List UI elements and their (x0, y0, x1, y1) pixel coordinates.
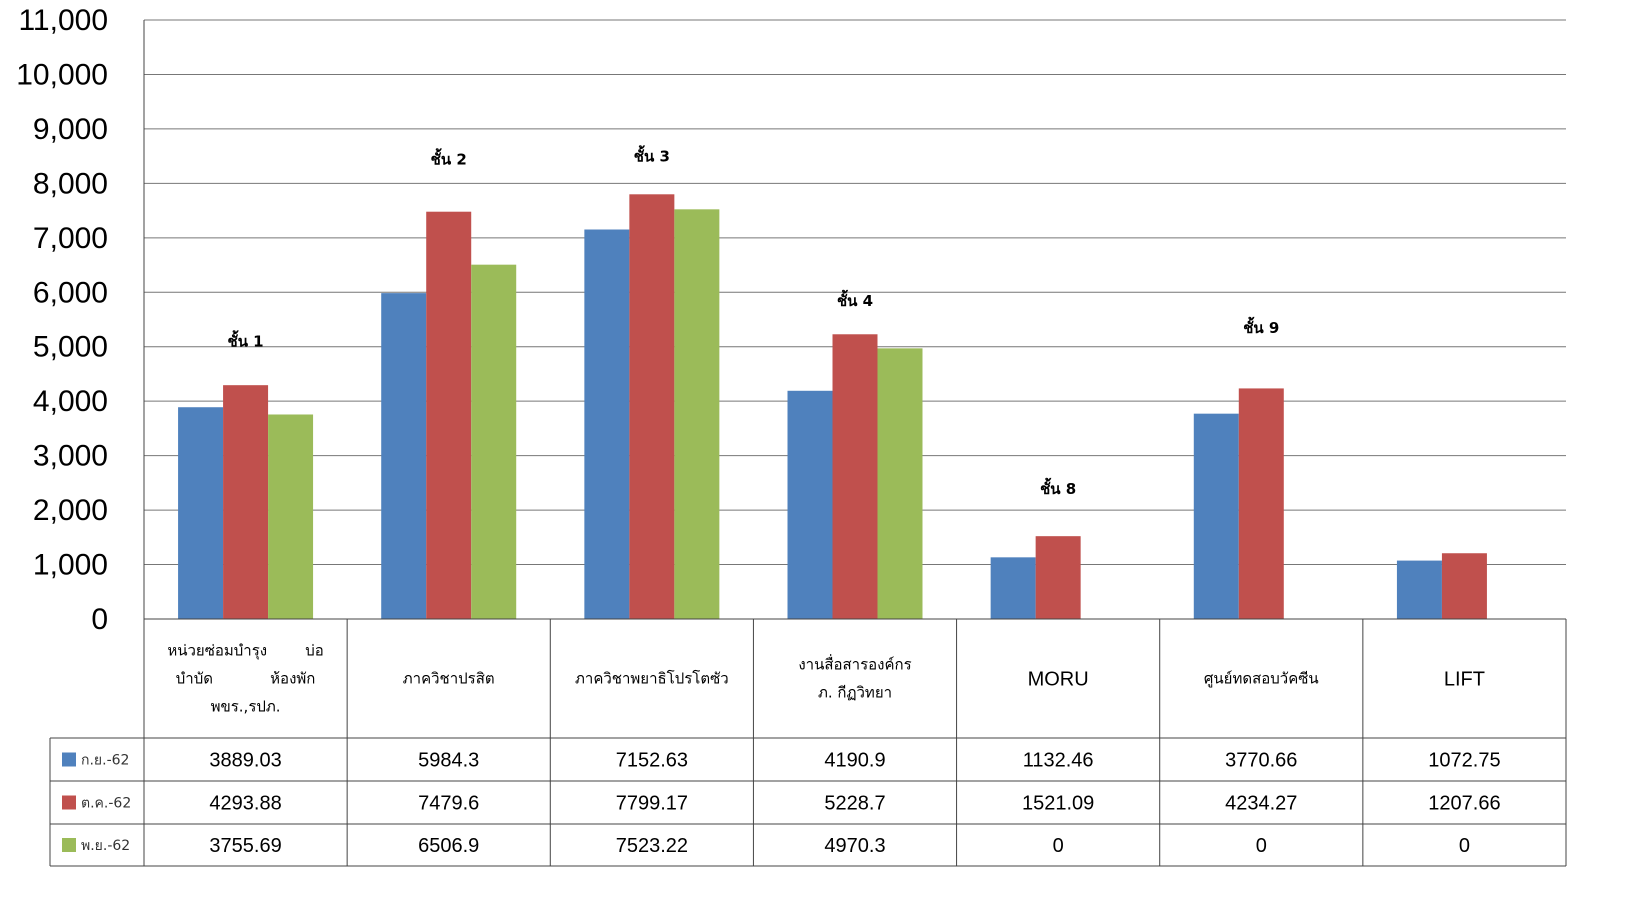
bar (223, 385, 269, 619)
bar (629, 194, 675, 619)
bar (426, 211, 472, 619)
legend-swatch (62, 752, 76, 767)
y-tick-label: 9,000 (33, 113, 108, 146)
y-tick-label: 2,000 (33, 494, 108, 527)
y-tick-label: 7,000 (33, 222, 108, 255)
data-cell: 1207.66 (1428, 793, 1500, 815)
data-cell: 7523.22 (616, 835, 688, 857)
y-tick-label: 0 (91, 603, 108, 636)
floor-label: ชั้น 8 (1040, 477, 1076, 498)
data-cell: 5984.3 (418, 750, 479, 772)
category-label: ภาควิชาพยาธิโปรโตซัว (575, 670, 729, 688)
data-cell: 4234.27 (1225, 793, 1297, 815)
data-cell: 7152.63 (616, 750, 688, 772)
data-cell: 3755.69 (209, 835, 281, 857)
legend-swatch (62, 795, 76, 810)
y-axis-ticks: 0 1,000 2,000 3,000 4,000 5,000 6,000 7,000 8,00… (16, 4, 108, 636)
data-cell: 7799.17 (616, 793, 688, 815)
bar (674, 209, 720, 619)
data-cell: 1521.09 (1022, 793, 1094, 815)
data-cell: 3889.03 (209, 750, 281, 772)
floor-label: ชั้น 9 (1243, 316, 1279, 337)
data-cell: 3770.66 (1225, 750, 1297, 772)
category-label: MORU (1028, 669, 1089, 691)
data-cell: 4970.3 (824, 835, 885, 857)
bars (178, 194, 1487, 620)
data-cell: 4293.88 (209, 793, 281, 815)
bar (178, 407, 224, 619)
data-cell: 0 (1053, 835, 1064, 857)
bar (268, 414, 314, 619)
bar (787, 390, 833, 619)
bar (1441, 553, 1487, 619)
data-cell: 1072.75 (1428, 750, 1500, 772)
floor-label: ชั้น 2 (431, 147, 467, 168)
floor-label: ชั้น 1 (228, 330, 264, 351)
category-label: บำบัด ห้องพัก (176, 670, 316, 688)
category-label: ศูนย์ทดสอบวัคซีน (1204, 670, 1319, 688)
legend-swatch (62, 838, 76, 852)
bar (1035, 536, 1081, 619)
bar (1396, 560, 1442, 619)
data-cell: 0 (1459, 835, 1470, 857)
bar (381, 293, 427, 619)
data-cell: 5228.7 (824, 793, 885, 815)
category-label: ภ. กีฏวิทยา (818, 684, 892, 702)
y-tick-label: 8,000 (33, 167, 108, 200)
bar (1238, 388, 1284, 619)
y-tick-label: 6,000 (33, 276, 108, 309)
data-cell: 4190.9 (824, 750, 885, 772)
y-tick-label: 5,000 (33, 331, 108, 364)
category-label: หน่วยซ่อมบำรุง บ่อ (167, 642, 323, 661)
category-label: LIFT (1444, 669, 1485, 691)
bar (471, 264, 517, 619)
legend-label: ต.ค.-62 (81, 796, 131, 812)
legend-label: ก.ย.-62 (81, 753, 129, 769)
category-label: งานสื่อสารองค์กร (798, 654, 911, 674)
y-tick-label: 10,000 (16, 58, 108, 91)
legend-label: พ.ย.-62 (81, 838, 130, 854)
y-tick-label: 1,000 (33, 549, 108, 582)
data-cell: 1132.46 (1023, 750, 1094, 772)
y-tick-label: 3,000 (33, 440, 108, 473)
data-cell: 0 (1256, 835, 1267, 857)
bar (990, 557, 1036, 619)
bar (584, 229, 630, 620)
floor-label: ชั้น 3 (634, 145, 670, 166)
data-cell: 6506.9 (418, 835, 479, 857)
category-label: พขร.,รปภ. (211, 698, 281, 716)
data-cell: 7479.6 (418, 793, 479, 815)
data-table: หน่วยซ่อมบำรุง บ่อบำบัด ห้องพักพขร.,รปภ.… (49, 20, 1567, 867)
floor-label: ชั้น 4 (837, 289, 873, 310)
y-tick-label: 4,000 (33, 385, 108, 418)
bar (877, 348, 923, 619)
y-tick-label: 11,000 (18, 4, 108, 37)
category-label: ภาควิชาปรสิต (403, 670, 495, 688)
floor-annotations: ชั้น 1 ชั้น 2 ชั้น 3 ชั้น 4 ชั้น 8 ชั้น 9 (228, 145, 1280, 498)
bar (832, 334, 878, 619)
bar (1193, 413, 1239, 619)
